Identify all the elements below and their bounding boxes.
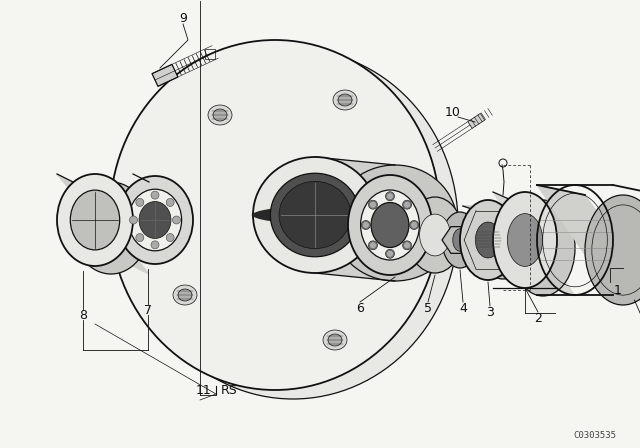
Circle shape [411,221,418,228]
Ellipse shape [420,214,451,256]
Circle shape [136,198,144,207]
Ellipse shape [178,289,192,301]
Circle shape [166,198,174,207]
Ellipse shape [333,90,357,110]
Circle shape [404,201,411,208]
Ellipse shape [407,197,463,273]
Circle shape [151,241,159,249]
Ellipse shape [57,174,133,266]
Circle shape [129,216,138,224]
Polygon shape [57,174,149,274]
Circle shape [369,242,376,249]
Text: 8: 8 [79,309,87,322]
Ellipse shape [493,192,557,288]
Ellipse shape [270,173,360,257]
Circle shape [362,220,371,229]
Ellipse shape [213,109,227,121]
Ellipse shape [253,157,377,273]
Ellipse shape [110,40,440,390]
Circle shape [385,249,394,258]
Ellipse shape [117,176,193,264]
Text: RS: RS [221,383,237,396]
Circle shape [151,191,159,199]
Circle shape [403,241,412,250]
Circle shape [403,200,412,209]
Circle shape [387,250,394,257]
Ellipse shape [453,229,467,251]
Ellipse shape [585,195,640,305]
Ellipse shape [478,211,528,279]
Ellipse shape [173,285,197,305]
Text: 10: 10 [445,105,461,119]
Circle shape [172,216,180,224]
Bar [205,49,216,59]
Ellipse shape [323,330,347,350]
Ellipse shape [511,200,575,296]
Text: C0303535: C0303535 [573,431,616,439]
Circle shape [387,193,394,200]
Ellipse shape [360,190,419,260]
Circle shape [369,200,378,209]
Circle shape [385,192,394,201]
Text: 9: 9 [179,12,187,25]
Polygon shape [152,65,178,86]
Polygon shape [468,113,484,128]
Text: 11: 11 [195,383,211,396]
Circle shape [369,241,378,250]
Polygon shape [463,206,528,211]
Text: 2: 2 [534,311,542,324]
Circle shape [166,233,174,241]
Ellipse shape [328,334,342,346]
Polygon shape [537,185,640,305]
Ellipse shape [442,212,478,268]
Text: 1: 1 [614,284,622,297]
Ellipse shape [139,202,171,238]
Ellipse shape [128,49,458,399]
Ellipse shape [70,190,120,250]
Text: 6: 6 [356,302,364,314]
Text: 4: 4 [459,302,467,314]
Polygon shape [315,157,395,281]
Text: 3: 3 [486,306,494,319]
Text: 5: 5 [424,302,432,314]
Circle shape [410,220,419,229]
Circle shape [136,233,144,241]
Ellipse shape [252,198,378,233]
Ellipse shape [476,222,500,258]
Polygon shape [442,227,478,253]
Ellipse shape [333,165,457,281]
Ellipse shape [279,181,351,249]
Ellipse shape [460,200,516,280]
Ellipse shape [508,214,543,267]
Ellipse shape [129,189,182,251]
Ellipse shape [338,94,352,106]
Ellipse shape [73,182,149,274]
Ellipse shape [252,206,378,224]
Ellipse shape [348,175,432,275]
Text: 7: 7 [144,303,152,316]
Circle shape [362,221,369,228]
Ellipse shape [371,202,409,247]
Polygon shape [493,192,575,296]
Circle shape [369,201,376,208]
Circle shape [404,242,411,249]
Ellipse shape [208,105,232,125]
